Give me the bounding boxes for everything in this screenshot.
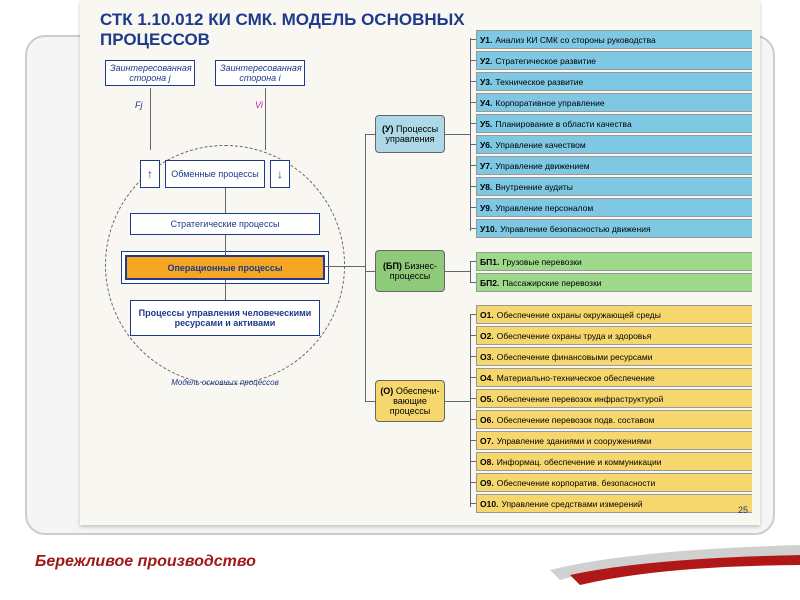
list-item: У3.Техническое развитие bbox=[476, 72, 752, 91]
list-item: У5.Планирование в области качества bbox=[476, 114, 752, 133]
list-item: О5.Обеспечение перевозок инфраструктурой bbox=[476, 389, 752, 408]
connector bbox=[445, 134, 470, 135]
connector bbox=[265, 88, 266, 150]
list-item: У10.Управление безопасностью движения bbox=[476, 219, 752, 238]
connector bbox=[470, 38, 471, 231]
connector bbox=[225, 188, 226, 213]
flow-fj-label: Fj bbox=[135, 100, 143, 110]
list-item: О8.Информац. обеспечение и коммуникации bbox=[476, 452, 752, 471]
list-item: О3.Обеспечение финансовыми ресурсами bbox=[476, 347, 752, 366]
list-item: БП1.Грузовые перевозки bbox=[476, 252, 752, 271]
connector bbox=[365, 134, 366, 401]
list-item: У2.Стратегическое развитие bbox=[476, 51, 752, 70]
connector bbox=[365, 271, 375, 272]
category-biz: (БП) Бизнес-процессы bbox=[375, 250, 445, 292]
connector bbox=[150, 88, 151, 150]
connector bbox=[470, 314, 471, 507]
ext-party-i: Заинтересованная сторона i bbox=[215, 60, 305, 86]
connector bbox=[445, 271, 470, 272]
page-number: 25 bbox=[738, 505, 748, 515]
connector bbox=[325, 266, 365, 267]
connector bbox=[225, 280, 226, 300]
hr-process-box: Процессы управления человеческими ресурс… bbox=[130, 300, 320, 336]
list-item: У4.Корпоративное управление bbox=[476, 93, 752, 112]
list-item: О7.Управление зданиями и сооружениями bbox=[476, 431, 752, 450]
list-item: О6.Обеспечение перевозок подв. составом bbox=[476, 410, 752, 429]
footer-title: Бережливое производство bbox=[35, 553, 256, 571]
list-item: О9.Обеспечение корпоратив. безопасности bbox=[476, 473, 752, 492]
connector bbox=[470, 261, 471, 282]
connector bbox=[365, 134, 375, 135]
list-item: О2.Обеспечение охраны труда и здоровья bbox=[476, 326, 752, 345]
connector bbox=[365, 401, 375, 402]
list-item: О4.Материально-техническое обеспечение bbox=[476, 368, 752, 387]
ext-party-j: Заинтересованная сторона j bbox=[105, 60, 195, 86]
list-item: О10.Управление средствами измерений bbox=[476, 494, 752, 513]
diagram-content: СТК 1.10.012 КИ СМК. МОДЕЛЬ ОСНОВНЫХ ПРО… bbox=[80, 0, 760, 525]
list-item: О1.Обеспечение охраны окружающей среды bbox=[476, 305, 752, 324]
list-item: У8.Внутренние аудиты bbox=[476, 177, 752, 196]
list-item: У9.Управление персоналом bbox=[476, 198, 752, 217]
list-item: БП2.Пассажирские перевозки bbox=[476, 273, 752, 292]
footer-swoosh-icon bbox=[550, 540, 800, 585]
operational-process-box: Операционные процессы bbox=[125, 255, 325, 280]
flow-vi-label: Vi bbox=[255, 100, 263, 110]
connector bbox=[225, 235, 226, 255]
exchange-process-box: Обменные процессы bbox=[165, 160, 265, 188]
list-item: У7.Управление движением bbox=[476, 156, 752, 175]
list-item: У6.Управление качеством bbox=[476, 135, 752, 154]
circle-caption: Модель основных процессов bbox=[165, 378, 285, 387]
strategic-process-box: Стратегические процессы bbox=[130, 213, 320, 235]
category-mgmt: (У) Процессы управления bbox=[375, 115, 445, 153]
arrow-up-icon: ↑ bbox=[140, 160, 160, 188]
arrow-down-icon: ↓ bbox=[270, 160, 290, 188]
diagram-title: СТК 1.10.012 КИ СМК. МОДЕЛЬ ОСНОВНЫХ ПРО… bbox=[100, 10, 480, 51]
category-supp: (О) Обеспечи-вающие процессы bbox=[375, 380, 445, 422]
list-item: У1.Анализ КИ СМК со стороны руководства bbox=[476, 30, 752, 49]
connector bbox=[445, 401, 470, 402]
